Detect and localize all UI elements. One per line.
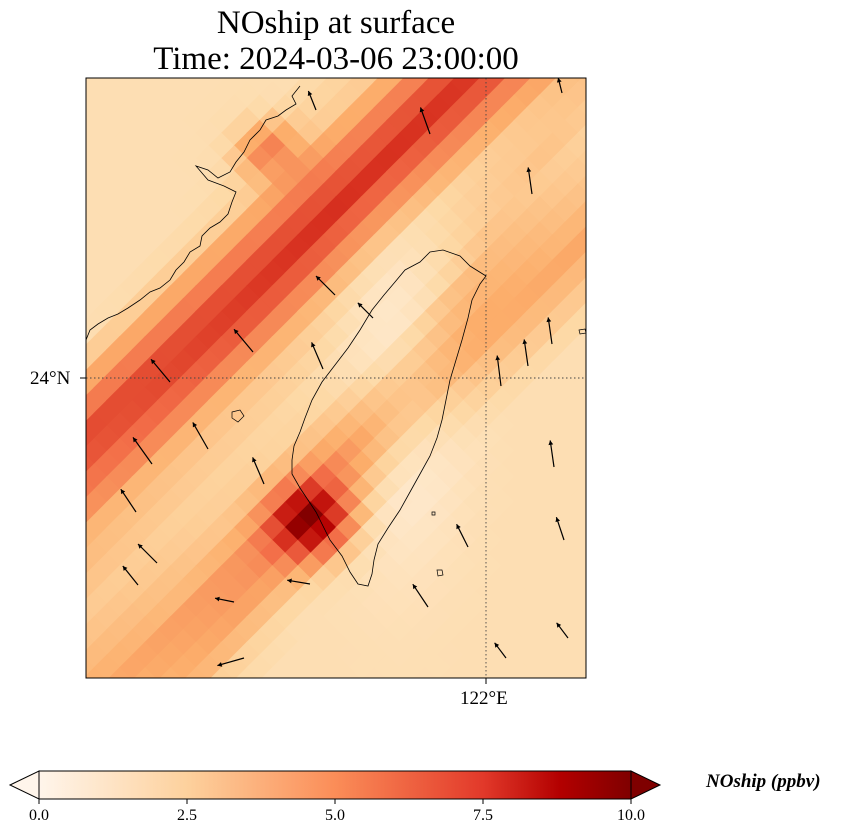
- wind-vector-head: [311, 342, 316, 348]
- wind-vector: [315, 275, 336, 296]
- wind-vector-head: [287, 578, 292, 584]
- colorbar-min-extend: [8, 770, 40, 800]
- wind-vector-head: [215, 596, 220, 602]
- taiwan-coastline: [291, 249, 487, 587]
- colorbar-tick-label: 7.5: [473, 807, 493, 824]
- wind-vector: [527, 167, 533, 195]
- wind-vector-head: [548, 440, 554, 446]
- wind-vector-head: [133, 437, 138, 443]
- concentration-field: [86, 78, 586, 678]
- colorbar-tick-label: 10.0: [617, 807, 645, 824]
- wind-vector-head: [546, 317, 552, 323]
- wind-vector: [150, 358, 171, 383]
- wind-vector-head: [151, 359, 156, 365]
- wind-vector: [192, 422, 209, 450]
- wind-vector: [549, 440, 555, 468]
- colorbar-gradient: [38, 770, 632, 800]
- wind-vector-head: [526, 167, 532, 173]
- latitude-label: 24°N: [30, 368, 71, 389]
- colorbar-tick-label: 5.0: [325, 807, 345, 824]
- wind-vector: [311, 342, 324, 370]
- china-coastline: [86, 85, 301, 341]
- wind-vector-head: [138, 544, 143, 549]
- title-time: Time: 2024-03-06 23:00:00: [153, 41, 519, 77]
- colorbar-tick-label: 2.5: [177, 807, 197, 824]
- island: [431, 511, 436, 516]
- wind-vector: [419, 107, 431, 135]
- wind-vector: [137, 543, 158, 564]
- wind-vector-head: [456, 524, 461, 530]
- longitude-label: 122°E: [460, 688, 508, 709]
- wind-vector-head: [412, 584, 418, 590]
- wind-vector-head: [556, 78, 562, 83]
- colorbar-max-extend: [630, 770, 662, 800]
- wind-vector-head: [556, 622, 562, 628]
- wind-vector-head: [357, 302, 363, 308]
- wind-vector: [132, 437, 153, 465]
- wind-vector-head: [234, 329, 239, 335]
- wind-vector-head: [217, 662, 223, 667]
- wind-vector: [120, 488, 137, 513]
- wind-vector: [496, 355, 502, 387]
- wind-vector-head: [122, 566, 128, 571]
- wind-vector-head: [316, 276, 321, 281]
- wind-vector: [252, 457, 265, 485]
- title-variable: NOship at surface: [216, 5, 456, 41]
- colorbar-tick-label: 0.0: [29, 807, 49, 824]
- wind-vector: [233, 328, 254, 353]
- wind-vector-head: [252, 457, 257, 463]
- wind-vector-head: [494, 642, 500, 648]
- wind-vector: [547, 317, 553, 345]
- island: [578, 328, 586, 335]
- wind-vector: [412, 583, 429, 608]
- wind-vectors: [120, 78, 569, 667]
- wind-vector-head: [495, 355, 501, 361]
- wind-vector-head: [307, 91, 313, 96]
- wind-vector-head: [192, 422, 198, 428]
- wind-vector-head: [419, 107, 425, 113]
- wind-vector-head: [120, 489, 126, 495]
- island: [231, 409, 245, 423]
- wind-vector-head: [522, 339, 528, 345]
- wind-vector: [217, 657, 245, 667]
- island: [436, 569, 444, 577]
- wind-vector: [523, 339, 529, 367]
- wind-vector-head: [555, 517, 561, 523]
- colorbar-label: NOship (ppbv): [706, 771, 821, 792]
